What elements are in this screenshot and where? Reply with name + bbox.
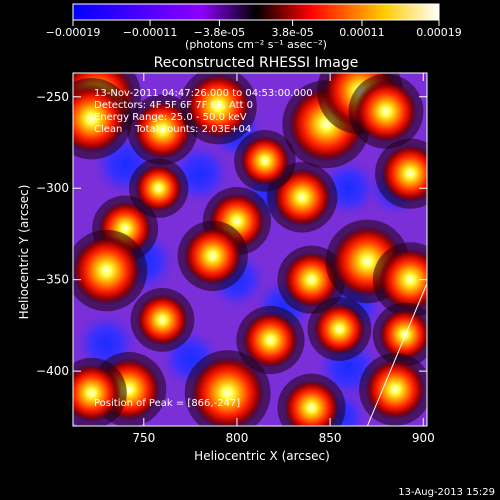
- axis-ticks: 750 800 850 900 −250 −300 −350 −400: [36, 73, 435, 445]
- colorbar: −0.00019 −0.00011 −3.8e-05 3.8e-05 0.00011 0.…: [46, 3, 462, 51]
- colorbar-tick-label-1: −0.00011: [123, 26, 178, 39]
- limb-segment: [366, 283, 427, 426]
- colorbar-tick-label-3: 3.8e-05: [271, 26, 313, 39]
- colorbar-tick-label-5: 0.00019: [416, 26, 462, 39]
- y-tick-label-3: −400: [36, 364, 69, 378]
- y-tick-label-2: −350: [36, 273, 69, 287]
- annotation-energy: Energy Range: 25.0 - 50.0 keV: [94, 112, 247, 123]
- x-tick-label-1: 800: [226, 431, 249, 445]
- bright-spot-8: [272, 168, 332, 227]
- annotation-counts: Clean Total counts: 2.03E+04: [94, 124, 251, 135]
- colorbar-gradient: [72, 3, 440, 21]
- x-tick-label-2: 850: [319, 431, 342, 445]
- bright-spot-15: [378, 248, 427, 312]
- bright-spot-17: [242, 311, 299, 369]
- bright-spot-19: [378, 308, 427, 361]
- bright-spot-25: [135, 164, 183, 212]
- bright-spot-3: [185, 73, 251, 139]
- bright-spot-11: [73, 235, 142, 306]
- bright-spot-18: [313, 303, 366, 355]
- solar-limb-line: [366, 283, 427, 426]
- colorbar-tick-label-4: 0.00011: [339, 26, 385, 39]
- colorbar-tick-label-2: −3.8e-05: [194, 26, 245, 39]
- bright-spot-6: [354, 80, 418, 143]
- bright-spot-16: [136, 294, 189, 346]
- annotation-detectors: Detectors: 4F 5F 6F 7F 8F, Att 0: [94, 100, 253, 111]
- plot-frame: [72, 72, 428, 427]
- bright-spot-13: [283, 251, 340, 308]
- y-tick-label-1: −300: [36, 181, 69, 195]
- plot-area: [72, 72, 428, 427]
- annotation-time: 13-Nov-2011 04:47:26.000 to 04:53:00.000: [94, 88, 313, 99]
- x-tick-label-3: 900: [412, 431, 435, 445]
- bright-spot-12: [183, 226, 242, 286]
- bright-spot-1: [73, 84, 127, 154]
- observation-annotations: 13-Nov-2011 04:47:26.000 to 04:53:00.000…: [94, 88, 313, 135]
- bright-spot-22: [283, 379, 340, 426]
- bright-spot-7: [381, 144, 427, 203]
- colorbar-tick-label-0: −0.00019: [46, 26, 101, 39]
- x-tick-label-0: 750: [132, 431, 155, 445]
- x-axis-label: Heliocentric X (arcsec): [194, 449, 330, 463]
- bright-spot-26: [240, 135, 290, 186]
- footer-date: 13-Aug-2013 15:29: [398, 487, 495, 498]
- y-tick-label-0: −250: [36, 90, 69, 104]
- bright-spot-2: [133, 100, 192, 159]
- colorbar-unit-label: (photons cm⁻² s⁻¹ asec⁻²): [185, 38, 327, 51]
- colorbar-ticks: −0.00019 −0.00011 −3.8e-05 3.8e-05 0.00011 0.…: [46, 20, 462, 39]
- heatmap-image: [73, 73, 427, 426]
- bright-spot-21: [190, 356, 265, 426]
- bright-spot-24: [73, 363, 121, 423]
- bright-spot-23: [365, 359, 426, 420]
- y-axis-label: Heliocentric Y (arcsec): [17, 185, 31, 320]
- chart-title: Reconstructed RHESSI Image: [154, 55, 359, 71]
- peak-position-label: Position of Peak = [866,-247]: [94, 398, 240, 409]
